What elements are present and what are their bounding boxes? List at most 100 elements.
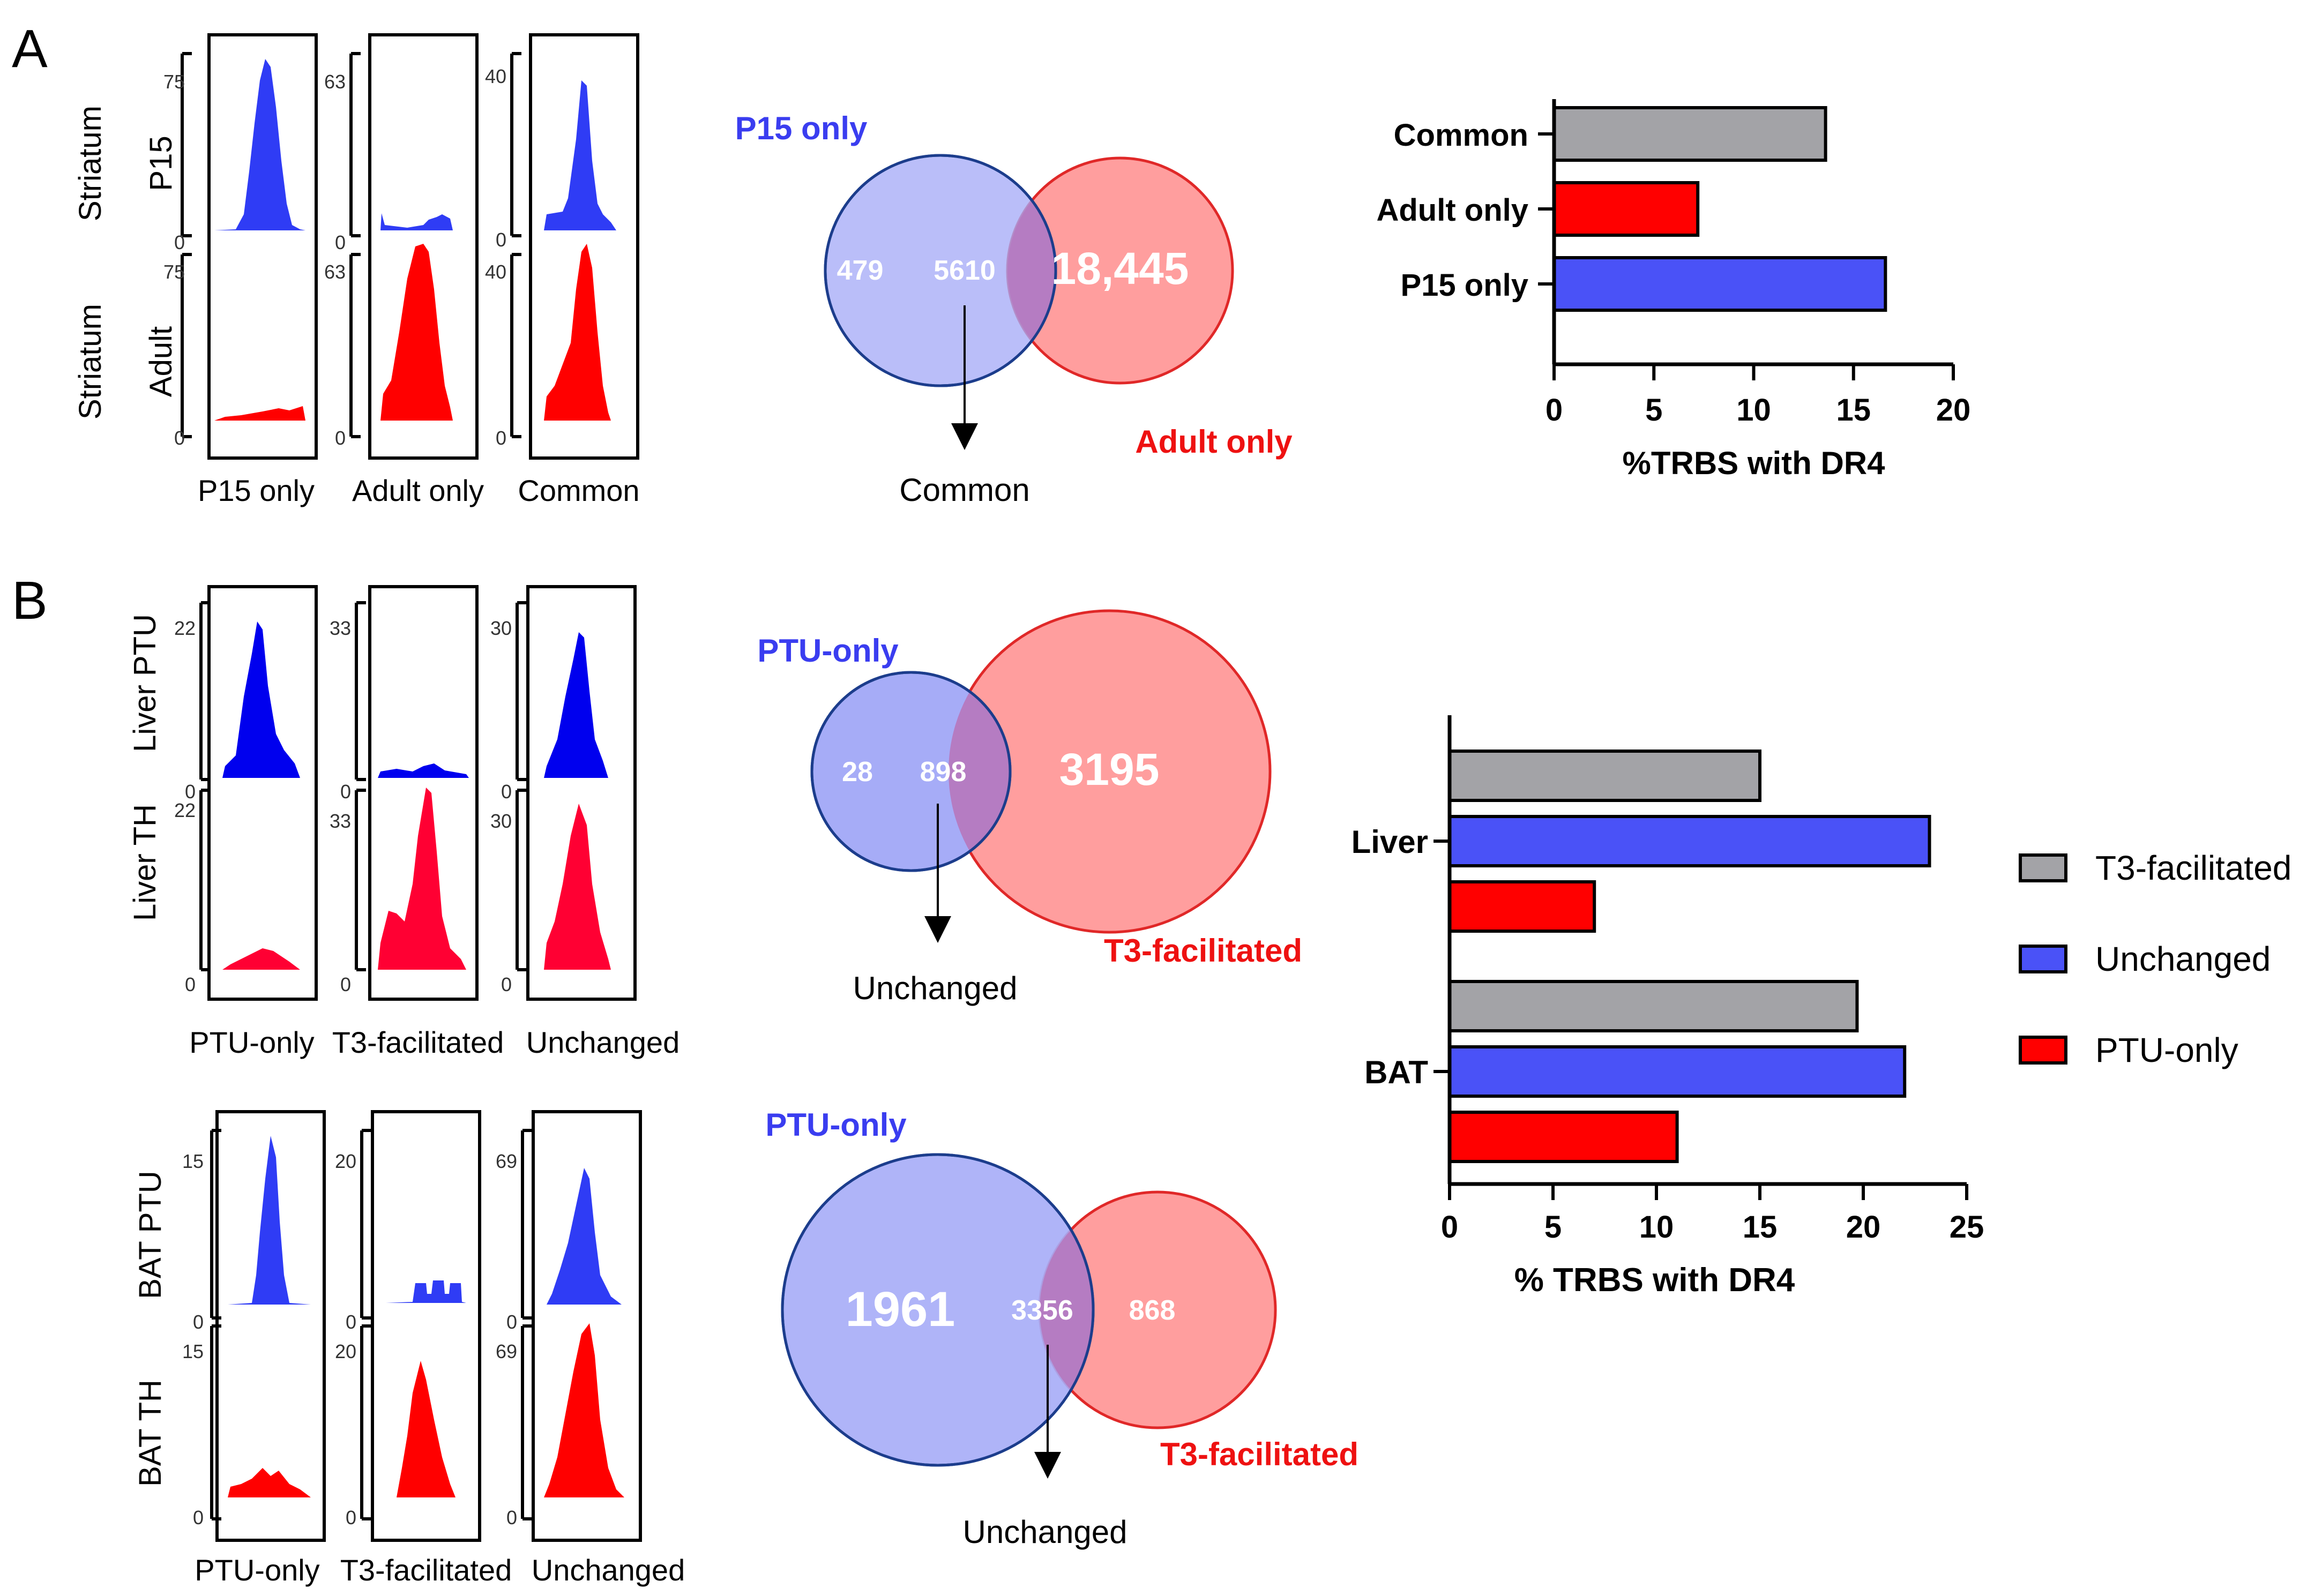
scale-a2-bottom-2: 0: [335, 427, 346, 449]
venn-liver-arrow-label: Unchanged: [853, 970, 1018, 1006]
col-bat-unchanged: Unchanged: [532, 1553, 685, 1587]
venn-a-clean: [793, 107, 1302, 450]
signal-tracks-liver: [222, 621, 611, 970]
striatum-p15-tissue-label: Striatum: [73, 106, 108, 221]
bar-b-xtick-label-3: 15: [1743, 1210, 1778, 1245]
scale-labels-liver: 22 0 22 0 33 0 33 0 30 0 30 0: [174, 617, 512, 995]
col-liver-t3: T3-facilitated: [332, 1025, 504, 1059]
track-bat-t3-ptu: [386, 1280, 466, 1303]
col-bat-ptu-only: PTU-only: [195, 1553, 319, 1587]
track-a-common-adult: [544, 244, 611, 421]
track-bat-ptuonly-ptu: [228, 1136, 311, 1305]
legend-swatch-0: [2019, 853, 2067, 882]
venn-a-right-value: 18,445: [1051, 243, 1189, 294]
scale-a3-top: 40: [485, 65, 506, 87]
bar-a-label-1: Adult only: [1376, 193, 1528, 228]
scale-liver2-bottom-2: 0: [340, 973, 351, 995]
scale-a3-top-2: 40: [485, 261, 506, 283]
striatum-p15-condition-label: P15: [144, 136, 178, 191]
track-box-liver-ptu-only: [207, 585, 318, 1001]
venn-a-p15-outline: [824, 154, 1057, 387]
col-a-common: Common: [518, 474, 639, 507]
scale-liver1-top: 22: [174, 617, 196, 639]
track-box-a-common: [529, 33, 639, 460]
venn-bat-left-value: 1961: [846, 1282, 955, 1337]
venn-liver-t3-label: T3-facilitated: [1104, 933, 1302, 969]
bar-b-liver-2: [1448, 880, 1596, 933]
venn-liver-right-value: 3195: [1059, 744, 1160, 795]
scale-axes-bat: [210, 1129, 532, 1520]
col-liver-ptu-only: PTU-only: [189, 1025, 314, 1059]
column-labels-bat: PTU-only T3-facilitated Unchanged: [195, 1553, 685, 1587]
striatum-adult-condition-label: Adult: [144, 326, 178, 397]
scale-a1-bottom: 0: [174, 231, 185, 253]
scale-liver2-top-2: 33: [330, 810, 351, 832]
bar-b-category-1: BAT: [1364, 1054, 1428, 1090]
scale-bat1-top: 15: [182, 1150, 204, 1172]
column-labels-a: P15 only Adult only Common: [198, 474, 640, 507]
bar-b-xtick-label-1: 5: [1544, 1210, 1562, 1245]
bar-b-liver-0: [1448, 750, 1761, 802]
track-box-liver-unchanged: [526, 585, 637, 1001]
col-bat-t3: T3-facilitated: [340, 1553, 512, 1587]
bar-b-xtick-label-0: 0: [1441, 1210, 1458, 1245]
bat-th-label: BAT TH: [133, 1380, 168, 1487]
track-bat-t3-th: [397, 1361, 456, 1497]
panel-b-letter: B: [12, 571, 48, 631]
track-a-p15only-p15: [214, 59, 305, 230]
scale-bat1-top-2: 15: [182, 1340, 204, 1362]
venn-a-adult-label: Adult only: [1135, 424, 1293, 460]
bar-chart-b: Liver BAT 0 5 10 15 20 25 % TRBS with DR4 T3-faci…: [1352, 715, 2291, 1299]
venn-bat-arrow-label: Unchanged: [963, 1514, 1128, 1550]
bar-a-xtick-label-1: 5: [1645, 393, 1662, 428]
track-box-a-adult-only: [368, 33, 479, 460]
bar-b-bat-2: [1448, 1111, 1679, 1163]
scale-bat1-bottom: 0: [193, 1311, 204, 1333]
scale-a3-bottom-2: 0: [496, 427, 506, 449]
scale-axes-liver: [199, 601, 527, 971]
legend-swatch-1: [2019, 945, 2067, 973]
scale-liver3-top-2: 30: [490, 810, 512, 832]
venn-liver-left-value: 28: [842, 756, 873, 788]
track-bat-unchanged-ptu: [547, 1168, 622, 1305]
scale-labels-bat: 15 0 15 0 20 0 20 0 69 0 69 0: [182, 1150, 517, 1528]
signal-tracks-a: [214, 59, 616, 421]
venn-a-left-value: 479: [837, 255, 884, 286]
bar-a-xtick-label-0: 0: [1545, 393, 1563, 428]
venn-a-p15-label: P15 only: [735, 110, 868, 146]
scale-liver2-top: 33: [330, 617, 351, 639]
bar-a-2: [1552, 256, 1887, 312]
bar-a-1: [1552, 181, 1700, 237]
track-a-adultonly-adult: [380, 244, 453, 421]
scale-bat1-bottom-2: 0: [193, 1507, 204, 1528]
bar-a-xtick-label-4: 20: [1936, 393, 1971, 428]
venn-liver-ptu-outline: [810, 671, 1012, 872]
bar-a-0: [1552, 106, 1827, 162]
scale-bat3-top: 69: [496, 1150, 517, 1172]
track-liver-t3-th: [378, 788, 466, 970]
venn-a-arrow-head: [951, 423, 978, 450]
scale-bat3-top-2: 69: [496, 1340, 517, 1362]
scale-a1-top: 75: [163, 71, 185, 93]
liver-ptu-label: Liver PTU: [128, 614, 162, 752]
track-box-a-p15-only: [207, 33, 318, 460]
track-box-liver-t3: [368, 585, 479, 1001]
scale-a3-bottom: 0: [496, 229, 506, 251]
venn-bat-ptu-outline: [781, 1153, 1095, 1467]
venn-a-overlap-value: 5610: [934, 255, 996, 286]
track-liver-t3-ptu: [378, 763, 469, 778]
track-liver-unchanged-ptu: [544, 632, 608, 778]
venn-liver-ptu-label: PTU-only: [757, 633, 899, 669]
track-a-adultonly-p15: [380, 213, 453, 230]
track-bat-unchanged-th: [544, 1323, 624, 1497]
striatum-adult-tissue-label: Striatum: [73, 304, 108, 419]
scale-bat3-bottom: 0: [506, 1311, 517, 1333]
venn-liver-arrow-head: [924, 916, 951, 943]
track-a-p15only-adult: [214, 406, 305, 421]
venn-bat-ptu-label: PTU-only: [765, 1107, 907, 1143]
track-liver-ptuonly-th: [222, 948, 300, 970]
bar-a-xtick-label-2: 10: [1736, 393, 1771, 428]
bar-a-xtick-label-3: 15: [1836, 393, 1871, 428]
track-a-common-p15: [544, 80, 616, 230]
